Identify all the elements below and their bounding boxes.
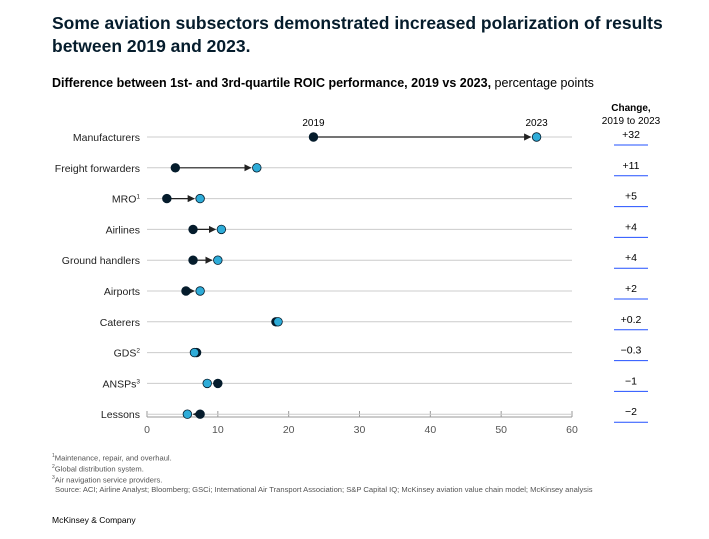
- category-label: MRO1: [112, 194, 141, 206]
- chart-title: Some aviation subsectors demonstrated in…: [52, 13, 663, 56]
- x-tick-label-40: 40: [424, 424, 436, 436]
- x-tick-label-10: 10: [212, 424, 224, 436]
- change-value: +32: [622, 129, 640, 141]
- chart-labels: 0 10 20 30 40 50 60 Change, 2019 to 2023 Manufact…: [55, 103, 661, 436]
- source-note: Source: ACI; Airline Analyst; Bloomberg;…: [55, 485, 593, 495]
- dot-2019: [195, 409, 205, 419]
- category-label: ANSPs3: [103, 378, 141, 390]
- category-label: Freight forwarders: [55, 163, 140, 175]
- dot-2023: [531, 132, 542, 142]
- category-footnote-mark: 1: [136, 194, 140, 201]
- change-header-line2: 2019 to 2023: [602, 116, 661, 127]
- change-value: −1: [625, 375, 637, 387]
- category-label: Ground handlers: [62, 255, 140, 267]
- dot-2019: [170, 163, 181, 173]
- change-value: +4: [625, 221, 637, 233]
- change-value: +2: [625, 283, 637, 295]
- dot-2019: [181, 286, 191, 296]
- footnotes: 1Maintenance, repair, and overhaul. 2Glo…: [52, 452, 593, 495]
- category-label: Airlines: [106, 224, 140, 236]
- dumbbell-chart: 0 10 20 30 40 50 60 Change, 2019 to 2023 Manufact…: [55, 103, 661, 436]
- footnote-2: 2Global distribution system.: [52, 463, 593, 474]
- series-label-2019: 2019: [302, 118, 325, 129]
- change-value: +0.2: [621, 314, 642, 326]
- gridlines: [146, 136, 573, 418]
- dot-2023: [216, 224, 227, 235]
- dot-2019: [162, 193, 172, 204]
- category-label: Lessons: [101, 409, 140, 421]
- footnote-2-mark: 2: [52, 464, 55, 471]
- dot-2023: [182, 409, 193, 419]
- dot-2023: [189, 347, 200, 358]
- series-label-2023: 2023: [525, 118, 548, 129]
- subtitle-bold: Difference between 1st- and 3rd-quartile…: [52, 76, 492, 90]
- dot-2019: [188, 255, 198, 265]
- category-label: Airports: [104, 286, 140, 298]
- change-header-line1: Change,: [611, 103, 651, 114]
- footnote-2-text: Global distribution system.: [54, 464, 144, 474]
- change-value: +5: [625, 191, 637, 203]
- category-label: Caterers: [100, 317, 140, 329]
- change-value: −0.3: [621, 345, 642, 357]
- change-value: +4: [625, 252, 637, 264]
- footnote-1: 1Maintenance, repair, and overhaul.: [52, 452, 593, 463]
- dot-2019: [213, 378, 223, 389]
- change-value: −2: [625, 406, 637, 418]
- x-tick-label-0: 0: [144, 424, 150, 436]
- category-label: Manufacturers: [73, 132, 140, 144]
- change-value: +11: [622, 160, 639, 172]
- footnote-3-text: Air navigation service providers.: [54, 475, 163, 485]
- category-footnote-mark: 3: [136, 378, 140, 385]
- x-tick-label-60: 60: [566, 424, 578, 436]
- category-footnote-mark: 2: [136, 348, 140, 355]
- dot-2019: [308, 132, 319, 142]
- subtitle-units: percentage points: [491, 76, 594, 90]
- dot-2023: [195, 286, 205, 296]
- footnote-1-text: Maintenance, repair, and overhaul.: [54, 453, 172, 463]
- dot-2023: [202, 378, 212, 389]
- footnote-3: 3Air navigation service providers.: [52, 474, 593, 485]
- dot-2023: [252, 163, 262, 173]
- dot-2019: [188, 224, 198, 235]
- x-tick-label-20: 20: [283, 424, 295, 436]
- dot-2023: [195, 193, 205, 204]
- x-tick-label-30: 30: [354, 424, 366, 436]
- category-label: GDS2: [114, 348, 141, 360]
- dot-2023: [213, 255, 223, 265]
- footnote-3-mark: 3: [52, 475, 55, 482]
- chart-marks: [162, 132, 542, 419]
- dot-2023: [273, 317, 283, 327]
- footnote-1-mark: 1: [52, 453, 55, 459]
- brand-name: McKinsey & Company: [52, 515, 136, 525]
- chart-subtitle: Difference between 1st- and 3rd-quartile…: [52, 76, 594, 90]
- x-tick-label-50: 50: [495, 424, 507, 436]
